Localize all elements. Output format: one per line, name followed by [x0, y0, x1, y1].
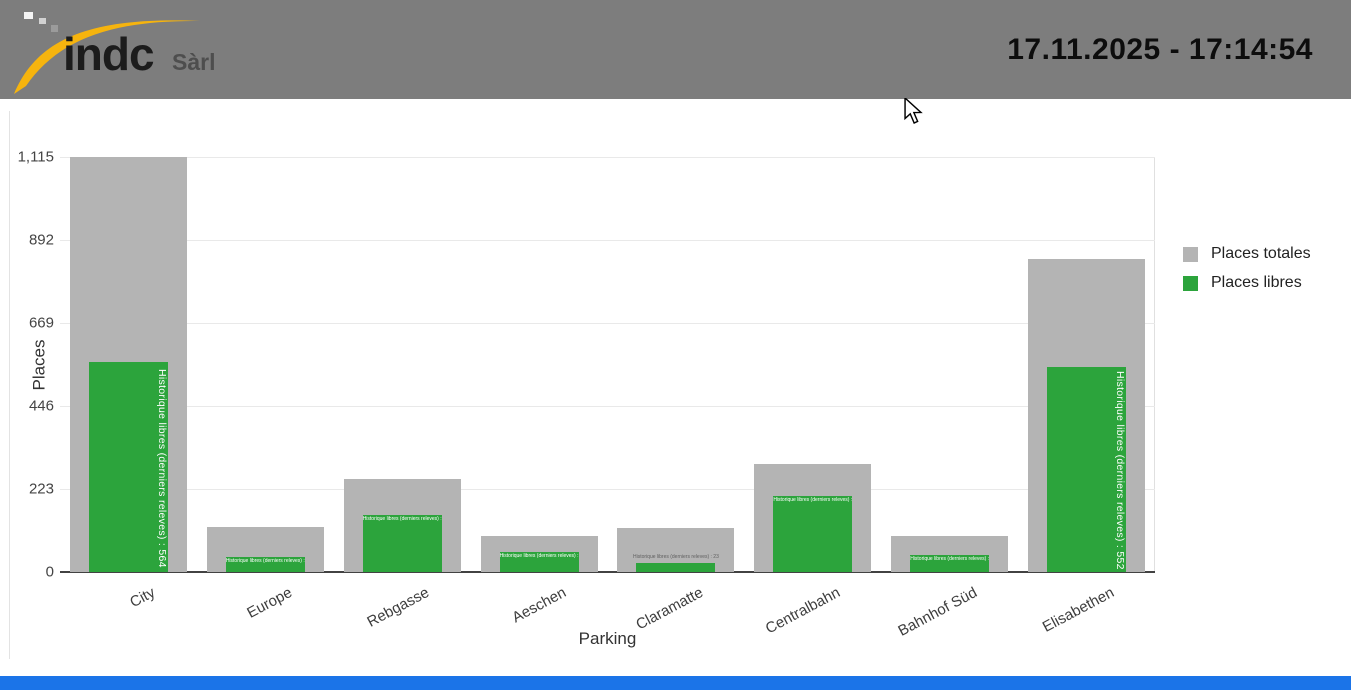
logo-suffix: Sàrl [172, 49, 215, 75]
bar-places-libres-centralbahn[interactable]: Historique libres (derniers releves) : 2… [773, 496, 853, 572]
logo-graphic: indc Sàrl [14, 12, 215, 94]
logo-swoosh [14, 20, 200, 94]
logo-pixel-square [39, 18, 46, 24]
legend-swatch [1183, 246, 1198, 262]
x-tick-label: Aeschen [509, 584, 570, 627]
bar-value-label: Historique libres (derniers releves) : 3… [225, 558, 305, 565]
logo-pixel-square [51, 25, 58, 32]
bar-places-libres-aeschen[interactable]: Historique libres (derniers releves) : 5… [499, 551, 579, 572]
legend-label: Places totales [1211, 245, 1311, 262]
bar-value-label: Historique libres (derniers releves) : 4… [910, 556, 990, 563]
x-axis-title: Parking [578, 629, 637, 648]
y-tick-label: 0 [45, 563, 54, 581]
bar-places-libres-europe[interactable]: Historique libres (derniers releves) : 3… [225, 557, 305, 572]
bar-value-label: Historique libres (derniers releves) : 5… [155, 368, 168, 568]
x-axis-line [60, 571, 1155, 573]
gridline [60, 157, 1155, 158]
y-tick-label: 446 [28, 397, 54, 415]
y-tick-label: 1,115 [17, 148, 54, 166]
chart-card: Places Parking 0 223 446 669 892 1,115 Histori… [0, 99, 1351, 677]
bar-places-libres-rebgasse[interactable]: Historique libres (derniers releves) : 1… [362, 515, 442, 572]
bar-places-libres-bahnhof-süd[interactable]: Historique libres (derniers releves) : 4… [910, 555, 990, 572]
logo-text: indc [63, 28, 154, 80]
legend-swatch [1183, 275, 1198, 291]
gridline [60, 406, 1155, 407]
bar-places-libres-elisabethen[interactable]: Historique libres (derniers releves) : 5… [1047, 366, 1127, 572]
legend-label: Places libres [1211, 274, 1302, 291]
logo-pixel-square [24, 12, 33, 19]
legend-item[interactable]: Places totales [1183, 245, 1311, 263]
chart-legend: Places totales Places libres [1183, 245, 1311, 303]
x-tick-label: Rebgasse [364, 584, 433, 631]
company-logo: indc Sàrl [0, 0, 260, 99]
footer-accent-bar [0, 676, 1351, 690]
x-tick-label: Europe [244, 584, 296, 622]
x-tick-label: Elisabethen [1039, 584, 1117, 636]
legend-item[interactable]: Places libres [1183, 274, 1311, 292]
header: indc Sàrl 17.11.2025 - 17:14:54 [0, 0, 1351, 99]
gridline [60, 240, 1155, 241]
x-tick-label: Bahnhof Süd [895, 584, 980, 640]
bar-value-label: Historique libres (derniers releves) : 2… [773, 497, 853, 504]
gridline [60, 489, 1155, 490]
bar-value-label: Historique libres (derniers releves) : 5… [1114, 370, 1127, 570]
bar-places-libres-claramatte[interactable] [636, 563, 716, 572]
x-tick-label: City [127, 584, 159, 612]
gridline [60, 323, 1155, 324]
card-border [9, 111, 10, 659]
bar-value-label: Historique libres (derniers releves) : 2… [633, 554, 719, 561]
plot-right-border [1154, 157, 1155, 572]
bar-places-libres-city[interactable]: Historique libres (derniers releves) : 5… [88, 362, 168, 572]
y-tick-label: 669 [28, 314, 54, 332]
bar-value-label: Historique libres (derniers releves) : 1… [362, 516, 442, 523]
datetime-display: 17.11.2025 - 17:14:54 [1007, 32, 1313, 66]
bar-value-label: Historique libres (derniers releves) : 5… [499, 552, 579, 559]
x-tick-label: Claramatte [633, 584, 706, 634]
y-axis-title: Places [29, 338, 49, 391]
mouse-cursor [904, 98, 923, 124]
bar-chart-plot-area: Places Parking 0 223 446 669 892 1,115 Histori… [18, 149, 1155, 648]
y-tick-label: 892 [28, 231, 54, 249]
x-tick-label: Centralbahn [762, 584, 843, 638]
y-tick-label: 223 [28, 480, 54, 498]
